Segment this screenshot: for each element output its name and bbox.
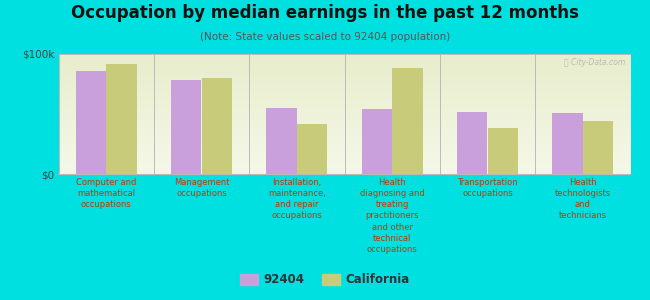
Bar: [266, 108, 297, 174]
Bar: [583, 121, 614, 174]
Bar: [75, 71, 106, 174]
Bar: [106, 64, 136, 174]
Bar: [361, 109, 392, 174]
Text: Ⓡ City-Data.com: Ⓡ City-Data.com: [564, 58, 625, 67]
Bar: [392, 68, 422, 174]
Bar: [202, 78, 232, 174]
Bar: [457, 112, 488, 174]
Bar: [297, 124, 328, 174]
Legend: 92404, California: 92404, California: [235, 269, 415, 291]
Bar: [552, 113, 583, 174]
Text: (Note: State values scaled to 92404 population): (Note: State values scaled to 92404 popu…: [200, 32, 450, 41]
Bar: [171, 80, 202, 174]
Text: Occupation by median earnings in the past 12 months: Occupation by median earnings in the pas…: [71, 4, 579, 22]
Bar: [488, 128, 518, 174]
